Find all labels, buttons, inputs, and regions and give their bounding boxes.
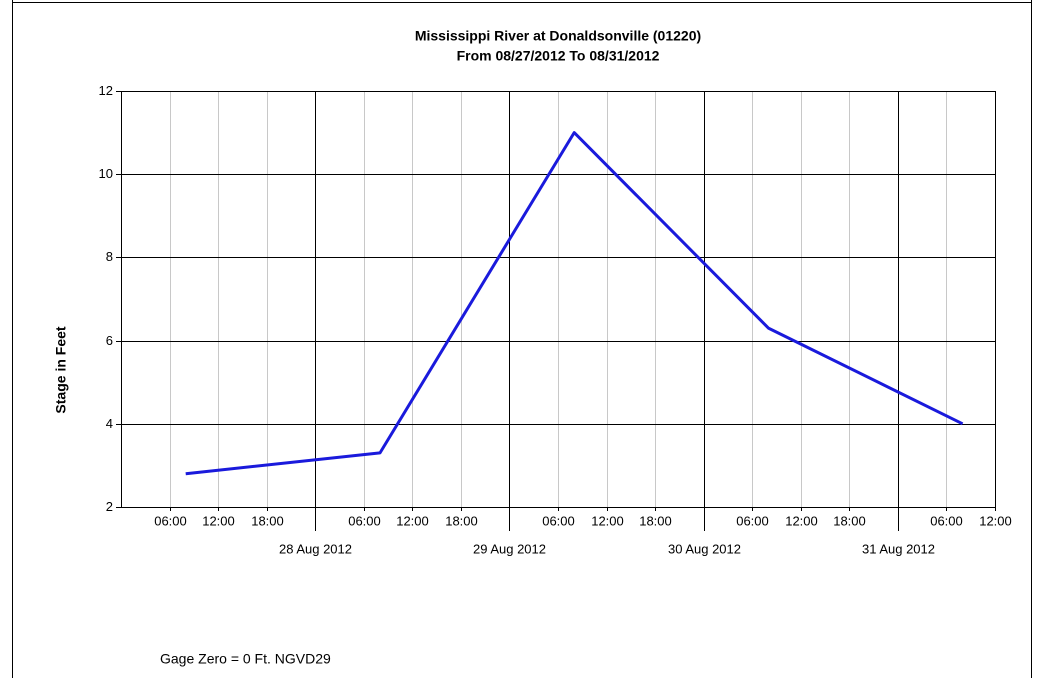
- x-tick-label: 12:00: [202, 513, 235, 528]
- x-tick-label: 06:00: [930, 513, 963, 528]
- y-tick-label: 10: [99, 166, 113, 181]
- y-tick-label: 6: [106, 333, 113, 348]
- x-tick-label: 12:00: [785, 513, 818, 528]
- x-tick-label: 06:00: [154, 513, 187, 528]
- x-tick-label-date: 30 Aug 2012: [668, 541, 741, 556]
- y-axis-label: Stage in Feet: [53, 326, 69, 413]
- x-tick-label-date: 28 Aug 2012: [279, 541, 352, 556]
- x-tick-label: 06:00: [542, 513, 575, 528]
- chart-subtitle: From 08/27/2012 To 08/31/2012: [457, 48, 660, 64]
- y-tick-label: 4: [106, 416, 113, 431]
- x-tick-label-date: 31 Aug 2012: [862, 541, 935, 556]
- x-tick-label: 06:00: [736, 513, 769, 528]
- x-tick-label: 12:00: [979, 513, 1012, 528]
- chart-title: Mississippi River at Donaldsonville (012…: [415, 28, 701, 44]
- plot-frame: [121, 91, 996, 508]
- y-tick-label: 8: [106, 249, 113, 264]
- x-tick-label: 18:00: [639, 513, 672, 528]
- footer-note: Gage Zero = 0 Ft. NGVD29: [160, 651, 331, 667]
- x-tick-label: 18:00: [833, 513, 866, 528]
- data-line: [185, 131, 964, 476]
- x-tick-label: 12:00: [396, 513, 429, 528]
- x-tick-label: 18:00: [445, 513, 478, 528]
- x-tick-label: 12:00: [591, 513, 624, 528]
- x-tick-label: 06:00: [348, 513, 381, 528]
- y-tick-label: 12: [99, 83, 113, 98]
- x-tick-label: 18:00: [251, 513, 284, 528]
- y-tick-label: 2: [106, 499, 113, 514]
- x-tick-label-date: 29 Aug 2012: [473, 541, 546, 556]
